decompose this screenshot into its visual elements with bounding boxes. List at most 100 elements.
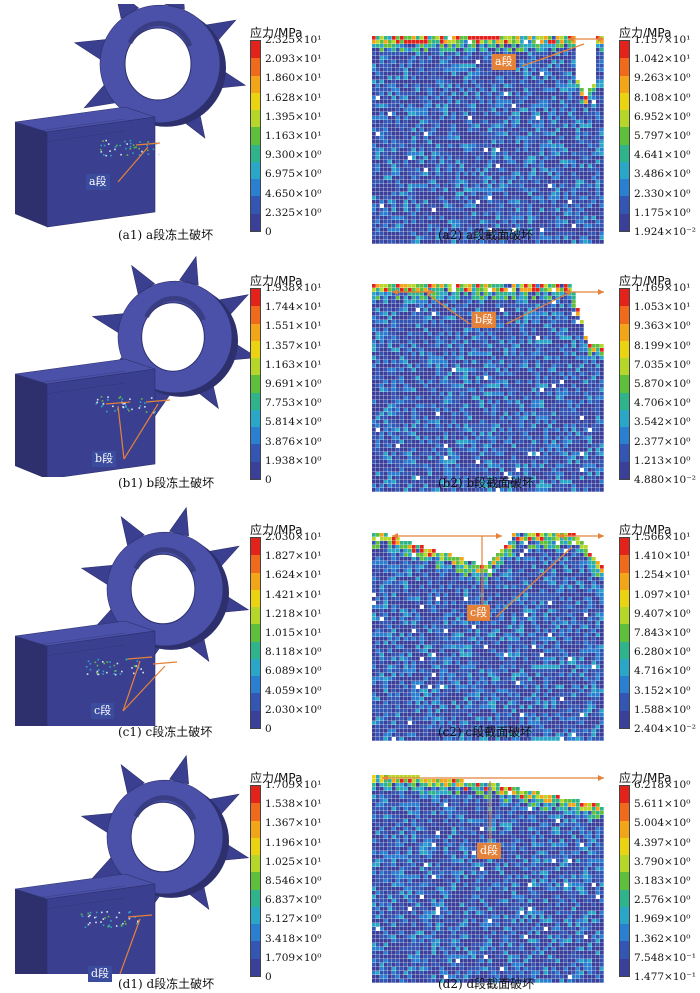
mesh-cell (512, 92, 516, 96)
mesh-cell (404, 328, 408, 332)
mesh-cell (444, 448, 448, 452)
damage-speck (119, 144, 122, 147)
mesh-cell (460, 236, 464, 240)
mesh-cell (468, 476, 472, 480)
mesh-cell (552, 148, 556, 152)
mesh-cell (372, 368, 376, 372)
mesh-cell (420, 312, 424, 316)
mesh-cell (412, 100, 416, 104)
mesh-cell (596, 224, 600, 228)
mesh-cell (416, 136, 420, 140)
mesh-cell (376, 332, 380, 336)
mesh-cell (532, 160, 536, 164)
mesh-cell (440, 92, 444, 96)
mesh-cell (388, 448, 392, 452)
mesh-cell (564, 164, 568, 168)
mesh-cell (496, 196, 500, 200)
mesh-cell (424, 392, 428, 396)
mesh-cell (472, 424, 476, 428)
mesh-cell (476, 80, 480, 84)
mesh-cell (400, 236, 404, 240)
mesh-cell (424, 432, 428, 436)
mesh-cell (416, 72, 420, 76)
mesh-cell (568, 112, 572, 116)
mesh-cell (428, 460, 432, 464)
mesh-cell (512, 40, 516, 44)
mesh-cell (420, 236, 424, 240)
mesh-cell (572, 76, 576, 80)
mesh-cell (432, 84, 436, 88)
mesh-cell (428, 476, 432, 480)
mesh-cell (496, 36, 500, 40)
mesh-cell (552, 132, 556, 136)
mesh-cell (548, 128, 552, 132)
mesh-cell (424, 136, 428, 140)
mesh-cell (412, 56, 416, 60)
mesh-cell (452, 460, 456, 464)
mesh-cell (560, 176, 564, 180)
mesh-cell (404, 472, 408, 476)
mesh-cell (484, 224, 488, 228)
mesh-cell (404, 208, 408, 212)
mesh-cell (508, 452, 512, 456)
mesh-cell (496, 408, 500, 412)
mesh-cell (436, 404, 440, 408)
mesh-cell (512, 200, 516, 204)
mesh-cell (420, 332, 424, 336)
mesh-cell (396, 116, 400, 120)
mesh-cell (456, 412, 460, 416)
mesh-cell (592, 196, 596, 200)
right-legend-swatch (620, 213, 629, 231)
mesh-cell (468, 76, 472, 80)
mesh-cell (500, 232, 504, 236)
mesh-cell (444, 460, 448, 464)
mesh-cell (456, 468, 460, 472)
mesh-cell (544, 92, 548, 96)
mesh-cell (496, 128, 500, 132)
mesh-cell (568, 92, 572, 96)
mesh-cell (444, 304, 448, 308)
mesh-cell (440, 432, 444, 436)
mesh-cell (444, 44, 448, 48)
mesh-cell (432, 188, 436, 192)
mesh-cell (412, 300, 416, 304)
mesh-cell (544, 136, 548, 140)
mesh-cell (480, 108, 484, 112)
mesh-cell (432, 352, 436, 356)
mesh-cell (548, 184, 552, 188)
mesh-cell (584, 116, 588, 120)
mesh-cell (484, 400, 488, 404)
mesh-cell (420, 76, 424, 80)
mesh-cell (480, 52, 484, 56)
mesh-cell (420, 464, 424, 468)
mesh-cell (592, 100, 596, 104)
mesh-cell (396, 216, 400, 220)
mesh-cell (460, 132, 464, 136)
mesh-cell (444, 364, 448, 368)
mesh-cell (456, 156, 460, 160)
mesh-cell (588, 96, 592, 100)
mesh-cell (408, 144, 412, 148)
mesh-cell (396, 60, 400, 64)
mesh-cell (568, 240, 572, 244)
damage-speck (105, 139, 108, 142)
mesh-cell (544, 232, 548, 236)
mesh-cell (560, 64, 564, 68)
mesh-cell (468, 388, 472, 392)
mesh-cell (404, 236, 408, 240)
mesh-cell (400, 480, 404, 484)
mesh-cell (472, 164, 476, 168)
mesh-cell (576, 220, 580, 224)
mesh-cell (380, 348, 384, 352)
mesh-cell (480, 240, 484, 244)
mesh-cell (488, 240, 492, 244)
mesh-cell (580, 140, 584, 144)
mesh-cell (540, 196, 544, 200)
mesh-cell (424, 172, 428, 176)
mesh-cell (584, 188, 588, 192)
mesh-cell (372, 116, 376, 120)
mesh-cell (452, 104, 456, 108)
mesh-cell (408, 364, 412, 368)
mesh-cell (456, 128, 460, 132)
mesh-cell (492, 160, 496, 164)
